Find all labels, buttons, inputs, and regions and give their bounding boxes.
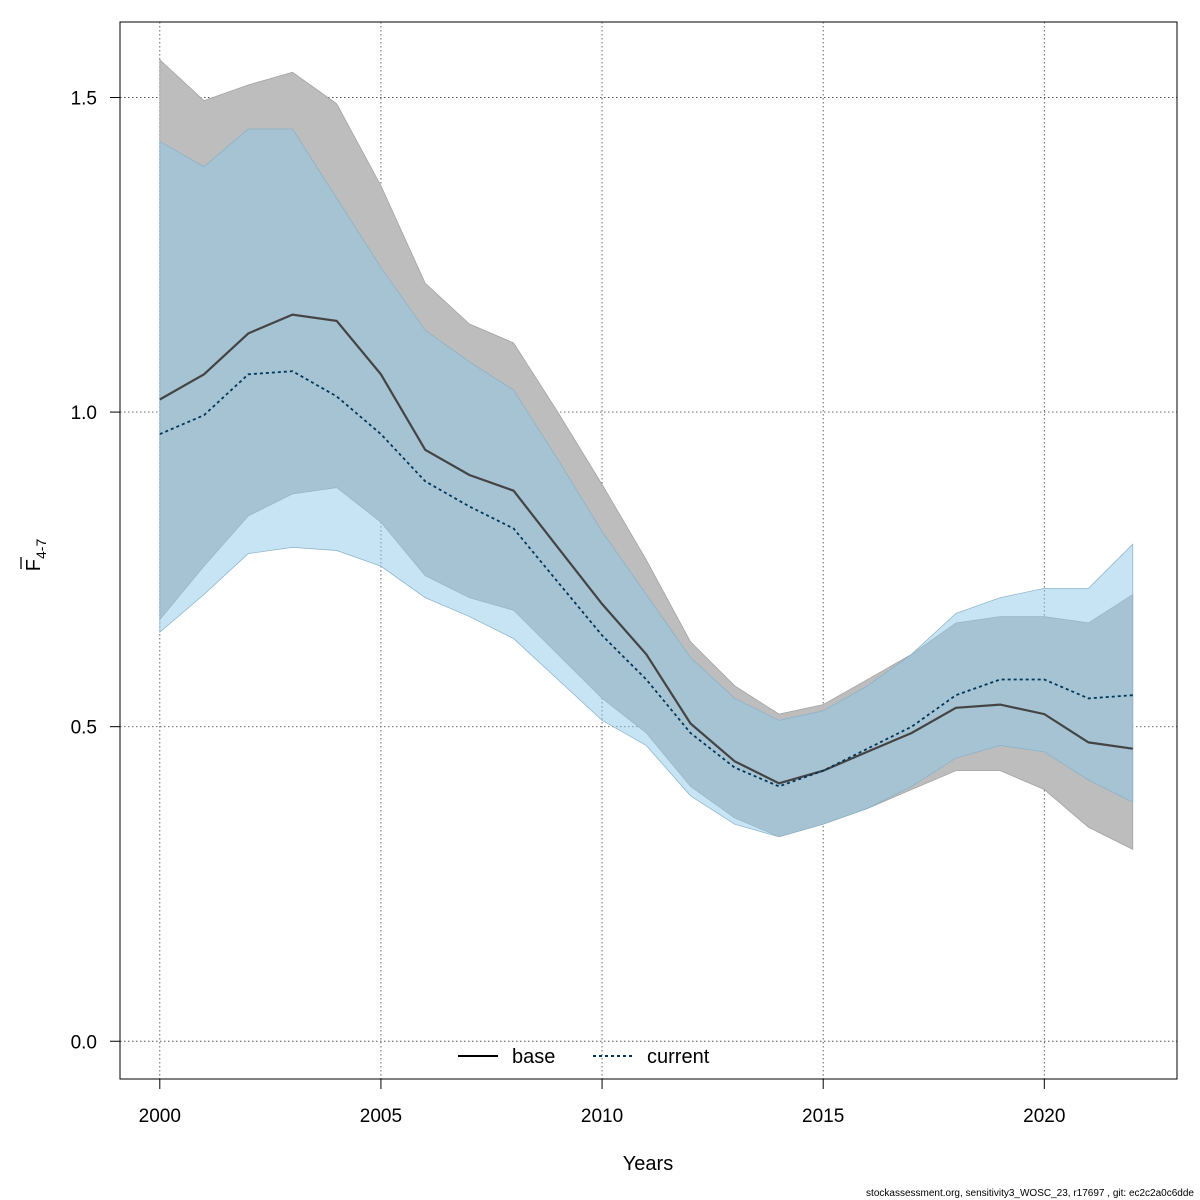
x-tick-label-2000: 2000 (139, 1106, 181, 1127)
band-current (159, 128, 1134, 838)
confidence-bands (159, 59, 1134, 850)
series-lines (159, 313, 1133, 788)
legend-label-base: base (512, 1046, 555, 1068)
x-axis: 2000 2005 2010 2015 2020 (139, 1078, 1065, 1127)
y-axis-title: F4-7 (20, 539, 49, 572)
y-axis: 0.0 0.5 1.0 1.5 (71, 89, 121, 1053)
footer-credit: stockassessment.org, sensitivity3_WOSC_2… (866, 1188, 1194, 1199)
y-tick-label-0: 0.0 (71, 1032, 97, 1053)
y-tick-label-1.5: 1.5 (71, 89, 97, 110)
y-tick-label-1: 1.0 (71, 403, 97, 424)
x-tick-label-2005: 2005 (360, 1106, 402, 1127)
x-tick-label-2010: 2010 (581, 1106, 623, 1127)
legend: base current (458, 1046, 710, 1068)
legend-label-current: current (647, 1046, 710, 1068)
line-current (159, 370, 1133, 788)
x-axis-title: Years (623, 1153, 673, 1175)
svg-text:F4-7: F4-7 (23, 539, 49, 572)
line-base (159, 313, 1133, 785)
y-tick-label-0.5: 0.5 (71, 718, 97, 739)
y-axis-title-subscript: 4-7 (33, 539, 49, 559)
x-tick-label-2015: 2015 (802, 1106, 844, 1127)
x-tick-label-2020: 2020 (1023, 1106, 1065, 1127)
y-axis-title-main: F (23, 559, 45, 571)
